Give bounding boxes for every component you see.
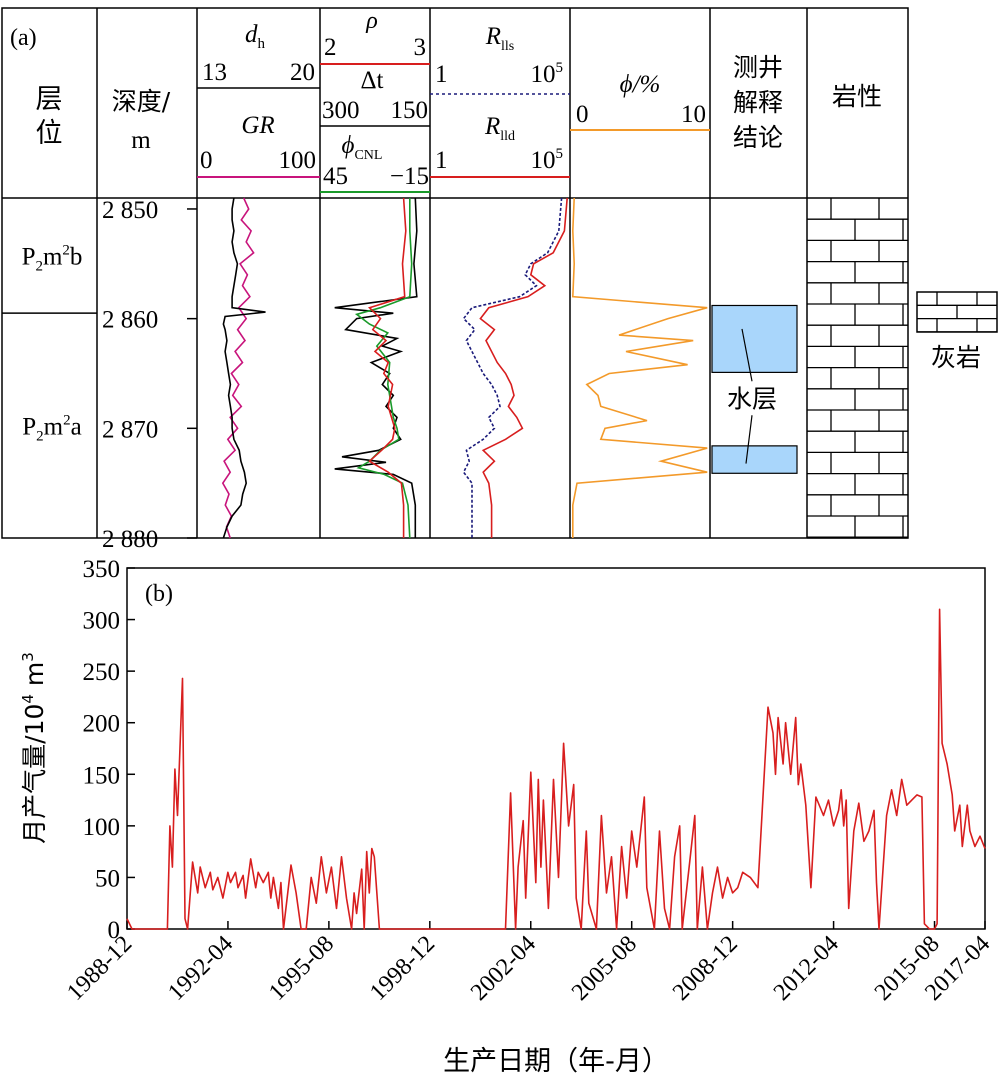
y-tick-label: 350 [83, 556, 121, 583]
y-tick-label: 100 [83, 814, 121, 841]
gr-curve [221, 197, 255, 539]
rho-curve [367, 197, 407, 538]
phi-max: 10 [681, 101, 706, 128]
lith-header: 岩性 [832, 82, 882, 111]
x-tick-label: 2008-12 [668, 931, 743, 1006]
limestone-symbol [916, 291, 998, 333]
y-tick-label: 50 [95, 865, 120, 892]
lithology-column [807, 198, 908, 539]
rlld-curve [479, 197, 568, 538]
x-tick-label: 1988-12 [62, 931, 137, 1006]
rho-title: ρ [365, 8, 378, 34]
y-tick-label: 300 [83, 608, 121, 635]
phi-curve [571, 197, 708, 538]
depth-axis: 2 850 2 860 2 870 2 880 [102, 197, 197, 553]
limestone-label: 灰岩 [931, 343, 981, 372]
layer-label: P2m2b [22, 243, 83, 275]
rlls-min: 1 [435, 61, 448, 88]
well-log-panel: (a) 层 位 深度/ m dh 13 20 GR 0 100 ρ 2 3 Δt… [1, 7, 909, 553]
layer-label: P2m2a [22, 413, 81, 445]
cnl-min: 45 [323, 163, 348, 190]
interp-header-2: 解释 [733, 88, 783, 117]
panel-label-b: (b) [145, 581, 173, 607]
rho-max: 3 [414, 34, 427, 61]
rlld-max: 105 [531, 146, 564, 174]
water-layer-box [711, 304, 798, 373]
gr-min: 0 [200, 147, 213, 174]
rlls-title: Rlls [485, 23, 515, 54]
depth-tick-label: 2 850 [102, 197, 158, 224]
layer-header-2: 位 [36, 118, 63, 149]
x-tick-label: 1995-08 [264, 931, 339, 1006]
layer-column: P2m2b P2m2a [2, 243, 97, 445]
dt-min: 300 [322, 97, 360, 124]
log-curves [221, 197, 708, 539]
dt-curve [334, 197, 418, 538]
depth-tick-label: 2 880 [102, 526, 158, 553]
y-axis: 0 50 100 150 200 250 300 350 [83, 556, 135, 944]
cnl-title: ϕCNL [342, 132, 383, 163]
production-chart: (b) 0 50 100 150 200 250 300 350 1988-12 1992-04… [19, 556, 995, 1077]
x-tick-label: 1992-04 [163, 931, 238, 1006]
depth-header-2: m [131, 127, 151, 154]
rho-min: 2 [324, 34, 337, 61]
y-tick-label: 200 [83, 711, 121, 738]
x-axis-label: 生产日期（年-月） [443, 1046, 669, 1077]
depth-header-1: 深度/ [112, 87, 171, 116]
depth-tick-label: 2 860 [102, 307, 158, 334]
y-tick-label: 150 [83, 762, 121, 789]
gas-production-line [126, 608, 986, 930]
log-frame [1, 7, 909, 539]
plot-frame [126, 567, 986, 930]
water-layer-label: 水层 [727, 384, 777, 413]
rlld-min: 1 [435, 147, 448, 174]
x-tick-label: 1998-12 [365, 931, 440, 1006]
panel-label-a: (a) [10, 25, 37, 51]
phi-title: ϕ/% [620, 71, 661, 98]
cnl-max: −15 [390, 163, 429, 190]
y-tick-label: 0 [108, 917, 121, 944]
x-tick-label: 2005-08 [567, 931, 642, 1006]
gr-title: GR [241, 112, 274, 139]
water-leader-line [745, 415, 753, 464]
dh-min: 13 [202, 59, 227, 86]
dh-curve [222, 197, 266, 539]
layer-header-1: 层 [36, 84, 63, 115]
interpretation-column: 水层 [711, 304, 798, 474]
gr-max: 100 [279, 147, 317, 174]
dt-title: Δt [360, 67, 383, 94]
series [126, 608, 986, 930]
dh-title: dh [245, 21, 266, 52]
rlls-curve [462, 197, 563, 538]
rlld-title: Rlld [484, 113, 515, 144]
rlls-max: 105 [531, 60, 564, 88]
water-leader-line [741, 328, 753, 382]
water-layer-box [711, 445, 798, 474]
lithology-legend: 灰岩 [916, 291, 998, 372]
dh-max: 20 [290, 59, 315, 86]
y-tick-label: 250 [83, 659, 121, 686]
depth-tick-label: 2 870 [102, 416, 158, 443]
x-tick-label: 2012-04 [769, 931, 844, 1006]
interp-header-3: 结论 [733, 123, 783, 152]
y-axis-label: 月产气量/104 m3 [19, 652, 49, 844]
x-tick-label: 2002-04 [466, 931, 541, 1006]
interp-header-1: 测井 [733, 53, 783, 82]
x-axis: 1988-12 1992-04 1995-08 1998-12 2002-04 2005-… [62, 921, 995, 1006]
dt-max: 150 [391, 97, 429, 124]
phi-min: 0 [576, 101, 589, 128]
column-separators [96, 8, 808, 538]
